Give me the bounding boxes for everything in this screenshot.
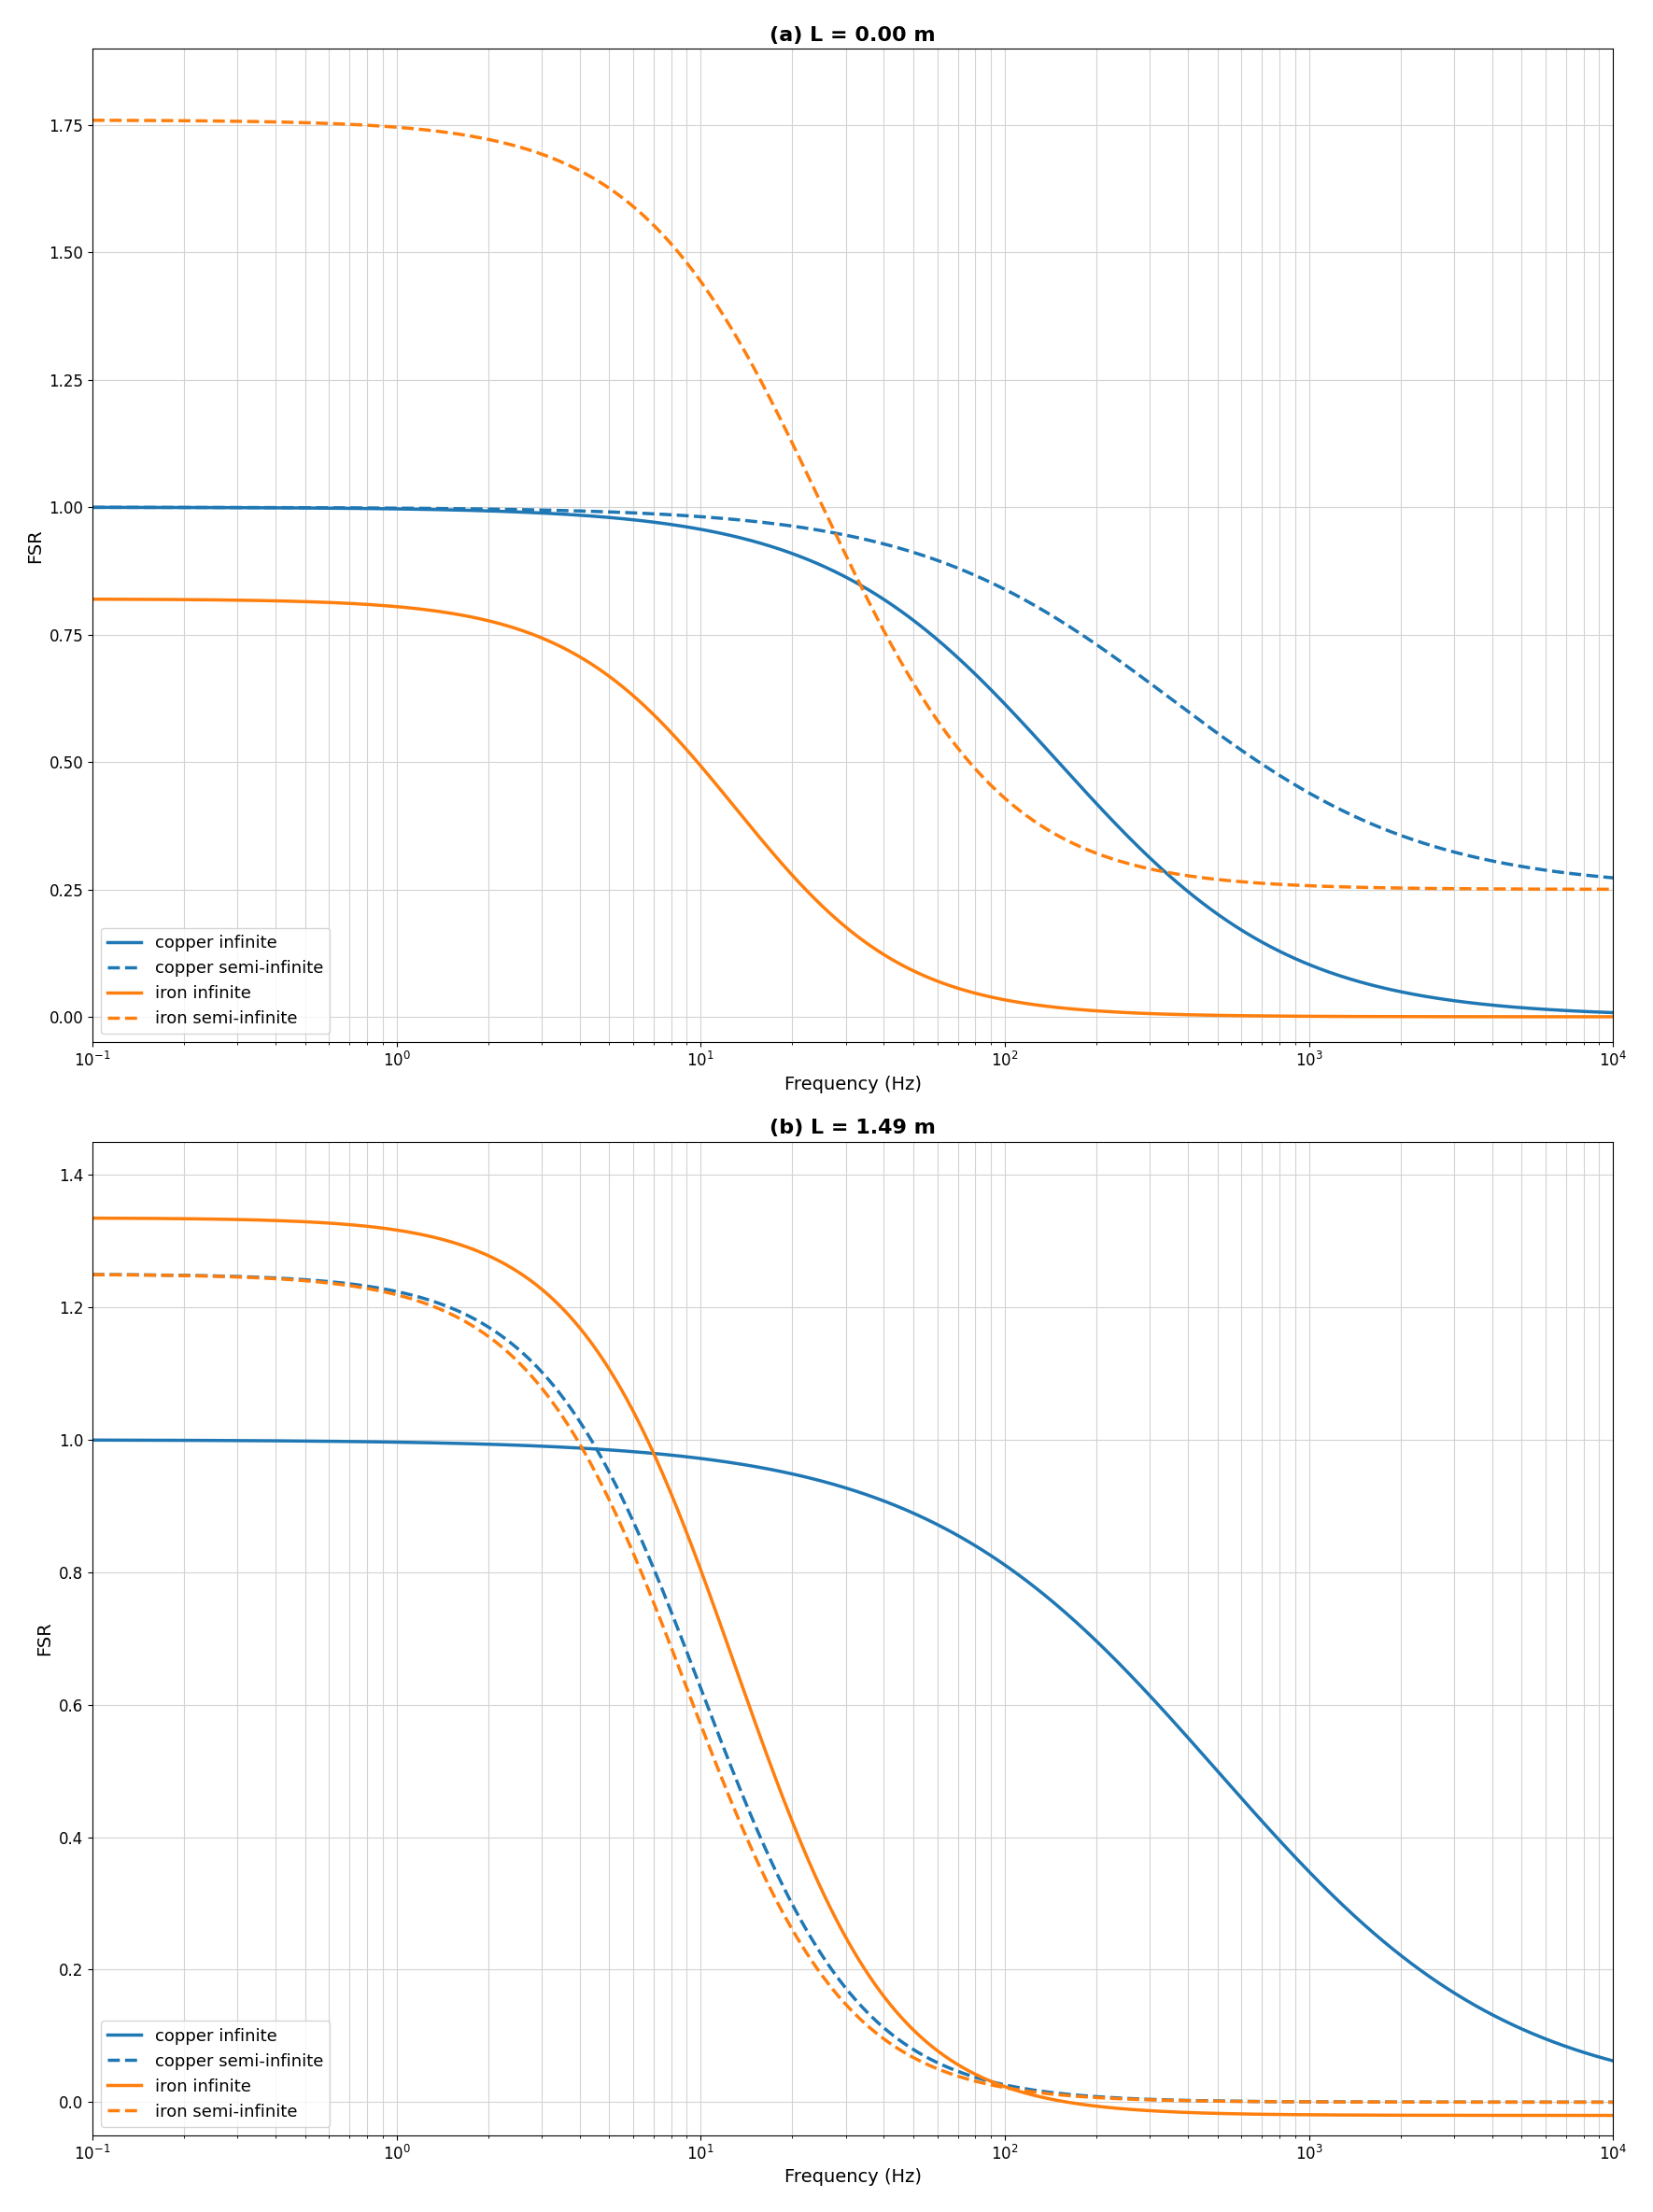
Line: iron semi-infinite: iron semi-infinite — [93, 1274, 1613, 2101]
Title: (a) L = 0.00 m: (a) L = 0.00 m — [770, 27, 936, 44]
copper semi-infinite — [160, 1261, 180, 1287]
iron infinite — [160, 1206, 180, 1232]
iron semi-infinite — [83, 106, 102, 133]
copper infinite — [1559, 998, 1579, 1024]
copper semi-infinite — [782, 1889, 802, 1916]
copper infinite — [782, 540, 802, 566]
Line: iron infinite: iron infinite — [93, 1219, 1613, 2115]
Title: (b) L = 1.49 m: (b) L = 1.49 m — [770, 1119, 936, 1137]
copper infinite — [160, 1427, 180, 1453]
iron semi-infinite — [822, 1975, 841, 2002]
iron infinite — [160, 586, 180, 613]
iron semi-infinite — [1559, 876, 1579, 902]
copper infinite — [1279, 942, 1299, 969]
Y-axis label: FSR: FSR — [36, 1621, 53, 1655]
Legend: copper infinite, copper semi-infinite, iron infinite, iron semi-infinite: copper infinite, copper semi-infinite, i… — [101, 927, 331, 1033]
copper semi-infinite — [782, 513, 802, 540]
Line: copper semi-infinite: copper semi-infinite — [93, 1274, 1613, 2101]
Legend: copper infinite, copper semi-infinite, iron infinite, iron semi-infinite: copper infinite, copper semi-infinite, i… — [101, 2022, 331, 2128]
copper semi-infinite — [1603, 865, 1623, 891]
copper semi-infinite — [83, 1261, 102, 1287]
iron infinite — [1603, 2101, 1623, 2128]
iron semi-infinite — [1559, 2088, 1579, 2115]
copper semi-infinite — [160, 493, 180, 520]
X-axis label: Frequency (Hz): Frequency (Hz) — [784, 1075, 921, 1093]
iron semi-infinite — [822, 513, 841, 540]
iron semi-infinite — [1279, 872, 1299, 898]
Line: iron infinite: iron infinite — [93, 599, 1613, 1018]
copper infinite — [822, 557, 841, 584]
copper infinite — [1603, 1000, 1623, 1026]
iron infinite — [1559, 1004, 1579, 1031]
iron infinite — [83, 586, 102, 613]
iron semi-infinite — [83, 1261, 102, 1287]
copper infinite — [782, 1460, 802, 1486]
copper infinite — [1559, 2035, 1579, 2062]
Y-axis label: FSR: FSR — [26, 529, 43, 562]
copper semi-infinite — [1559, 860, 1579, 887]
iron infinite — [1559, 1004, 1579, 1031]
copper semi-infinite — [1279, 768, 1299, 794]
copper semi-infinite — [1279, 2088, 1299, 2115]
iron semi-infinite — [1603, 2088, 1623, 2115]
iron semi-infinite — [160, 1263, 180, 1290]
iron infinite — [822, 902, 841, 929]
X-axis label: Frequency (Hz): Frequency (Hz) — [784, 2168, 921, 2185]
copper semi-infinite — [1559, 2088, 1579, 2115]
copper semi-infinite — [1559, 2088, 1579, 2115]
copper infinite — [822, 1471, 841, 1498]
iron infinite — [1559, 2101, 1579, 2128]
iron semi-infinite — [1279, 2088, 1299, 2115]
copper semi-infinite — [1603, 2088, 1623, 2115]
Line: copper infinite: copper infinite — [93, 507, 1613, 1013]
copper semi-infinite — [1559, 860, 1579, 887]
iron infinite — [1603, 1004, 1623, 1031]
iron semi-infinite — [1559, 2088, 1579, 2115]
iron infinite — [1279, 1002, 1299, 1029]
copper semi-infinite — [83, 493, 102, 520]
iron infinite — [1279, 2101, 1299, 2128]
Line: copper semi-infinite: copper semi-infinite — [93, 507, 1613, 878]
iron infinite — [782, 1807, 802, 1834]
iron semi-infinite — [1603, 876, 1623, 902]
copper semi-infinite — [822, 520, 841, 546]
iron infinite — [83, 1206, 102, 1232]
iron infinite — [1559, 2101, 1579, 2128]
copper semi-infinite — [822, 1955, 841, 1982]
copper infinite — [1559, 2035, 1579, 2062]
iron infinite — [822, 1898, 841, 1924]
copper infinite — [160, 493, 180, 520]
copper infinite — [1603, 2048, 1623, 2075]
iron infinite — [782, 860, 802, 887]
copper infinite — [83, 493, 102, 520]
Line: copper infinite: copper infinite — [93, 1440, 1613, 2062]
copper infinite — [1559, 998, 1579, 1024]
iron semi-infinite — [160, 108, 180, 135]
Line: iron semi-infinite: iron semi-infinite — [93, 119, 1613, 889]
iron semi-infinite — [782, 429, 802, 456]
copper infinite — [1279, 1838, 1299, 1865]
iron semi-infinite — [782, 1916, 802, 1942]
copper infinite — [83, 1427, 102, 1453]
iron semi-infinite — [1559, 876, 1579, 902]
